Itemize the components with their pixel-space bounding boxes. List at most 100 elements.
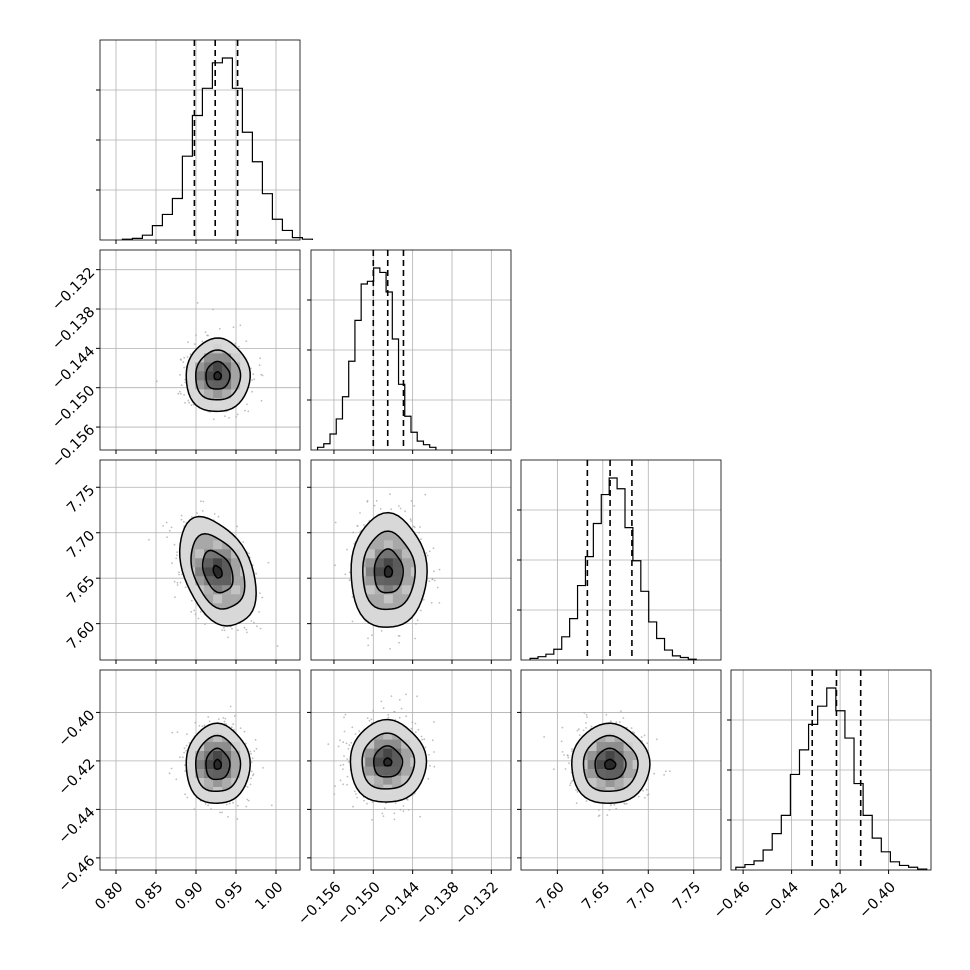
scatter-point [210, 808, 212, 810]
scatter-point [433, 570, 435, 573]
contour-line [362, 530, 417, 611]
scatter-point [398, 716, 401, 719]
scatter-point [353, 790, 356, 793]
scatter-point [418, 531, 421, 534]
density-bin [383, 594, 393, 604]
scatter-point [228, 802, 231, 805]
scatter-point [655, 738, 658, 741]
scatter-point [410, 520, 412, 522]
density-bin [392, 766, 402, 776]
density-bin [383, 739, 393, 749]
scatter-point [194, 721, 197, 724]
contour-panel-3-2 [517, 669, 722, 874]
scatter-point [359, 512, 361, 514]
density-bin [383, 576, 393, 586]
scatter-point [405, 715, 407, 718]
scatter-point [351, 620, 354, 623]
scatter-point [180, 392, 182, 395]
scatter-point [224, 717, 227, 720]
density-bin [213, 344, 223, 354]
scatter-point [184, 586, 187, 589]
scatter-point [173, 580, 176, 583]
density-bin [383, 585, 393, 595]
density-bin [374, 739, 384, 749]
density-bin [614, 769, 624, 779]
density-bin [623, 751, 633, 761]
scatter-point [250, 761, 253, 764]
density-bin [231, 769, 241, 779]
scatter-point [399, 507, 402, 510]
scatter-point [334, 785, 336, 787]
scatter-point [213, 513, 216, 515]
scatter-point [162, 525, 165, 527]
scatter-point [402, 810, 405, 813]
scatter-point [414, 731, 417, 733]
scatter-point [583, 712, 586, 714]
density-bin [374, 549, 384, 559]
scatter-point [372, 710, 375, 712]
scatter-point [421, 738, 424, 741]
contour-panel-3-0 [96, 669, 301, 874]
scatter-point [237, 804, 239, 807]
axes-frame [310, 669, 512, 871]
density-bin [596, 769, 606, 779]
scatter-point [337, 745, 340, 748]
scatter-point [248, 552, 250, 555]
scatter-point [230, 726, 233, 729]
scatter-point [618, 721, 621, 724]
scatter-point [217, 718, 220, 720]
scatter-point [346, 775, 349, 778]
density-bin [231, 558, 241, 568]
density-bin [222, 778, 232, 788]
scatter-point [368, 719, 371, 722]
scatter-point [348, 761, 350, 763]
scatter-point [433, 765, 436, 768]
density-bin [587, 751, 597, 761]
histogram-step [529, 477, 697, 660]
scatter-point [204, 803, 207, 805]
scatter-point [543, 736, 545, 738]
scatter-point [410, 727, 413, 730]
scatter-point [178, 571, 180, 574]
scatter-point [165, 521, 168, 524]
density-bin [365, 549, 375, 559]
density-bin [401, 558, 411, 568]
scatter-point [168, 772, 171, 775]
scatter-point [371, 634, 373, 637]
density-bin [401, 757, 411, 767]
scatter-point [179, 374, 181, 376]
scatter-point [258, 364, 261, 367]
scatter-point [196, 512, 199, 514]
scatter-point [350, 741, 353, 744]
scatter-point [563, 754, 565, 756]
scatter-point [343, 730, 346, 733]
density-bin [222, 760, 232, 770]
density-bin [231, 389, 241, 399]
scatter-point [343, 755, 345, 757]
scatter-point [668, 770, 671, 772]
scatter-point [201, 340, 204, 343]
scatter-point [345, 742, 348, 745]
scatter-point [409, 518, 412, 521]
scatter-point [180, 514, 183, 517]
scatter-point [176, 731, 179, 733]
scatter-point [423, 738, 426, 741]
scatter-point [393, 818, 396, 821]
density-bin [374, 576, 384, 586]
density-bin [614, 751, 624, 761]
density-bin [383, 549, 393, 559]
scatter-point [339, 764, 342, 767]
scatter-point [174, 596, 176, 598]
scatter-point [578, 728, 580, 731]
scatter-point [246, 631, 248, 634]
density-bin [204, 549, 214, 559]
density-bin [401, 576, 411, 586]
scatter-point [420, 609, 422, 612]
density-bin [365, 576, 375, 586]
density-bin [222, 567, 232, 577]
density-bin [204, 769, 214, 779]
density-bin [374, 558, 384, 568]
scatter-point [201, 725, 204, 728]
scatter-point [178, 573, 180, 576]
scatter-point [342, 741, 345, 744]
